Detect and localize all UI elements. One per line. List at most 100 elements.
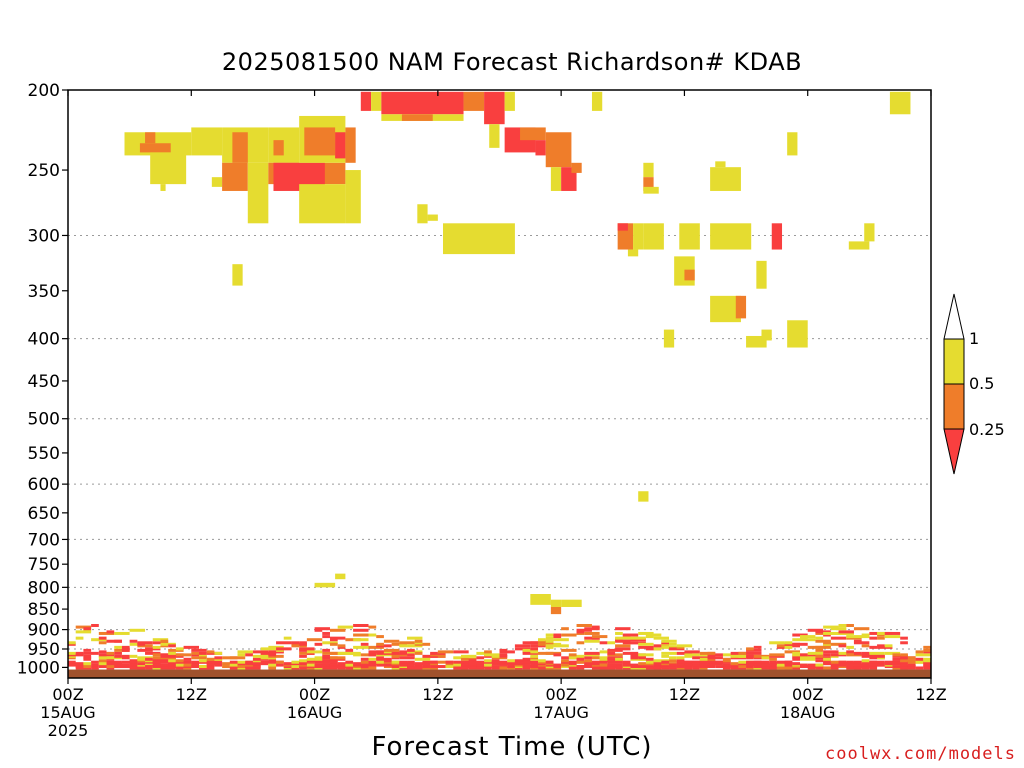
texture-streak [676,644,693,648]
texture-streak [276,663,284,667]
texture-streak [407,660,415,664]
texture-streak [276,641,292,645]
texture-streak [137,642,146,646]
texture-streak [638,631,654,635]
texture-streak [838,630,854,634]
texture-streak [784,645,793,649]
texture-streak [175,659,184,663]
texture-streak [869,651,885,655]
texture-streak [815,654,824,658]
cell-yellow [663,329,675,348]
texture-streak [676,656,685,660]
texture-streak [414,651,423,655]
texture-streak [237,650,253,654]
texture-streak [229,660,238,664]
texture-streak [538,638,546,642]
texture-streak [114,651,122,655]
texture-streak [823,633,831,637]
texture-streak [453,650,469,654]
texture-streak [121,647,130,651]
texture-streak [183,657,192,661]
y-tick-label: 700 [28,530,60,550]
texture-streak [499,666,508,670]
texture-streak [669,659,677,663]
texture-streak [753,645,762,649]
cell-red [535,140,546,156]
y-tick-label: 250 [28,161,60,181]
cell-yellow [530,594,551,605]
texture-streak [314,642,323,646]
texture-streak [545,641,554,645]
texture-streak [861,663,870,667]
texture-streak [129,654,138,658]
texture-streak [692,663,708,667]
texture-streak [183,660,192,664]
texture-streak [792,633,808,637]
texture-streak [576,660,585,664]
x-tick-label: 12Z [669,685,700,704]
texture-streak [846,665,854,669]
credit-link[interactable]: coolwx.com/models [825,744,1016,764]
x-tick-label: 15AUG [40,703,95,722]
texture-streak [638,642,654,646]
texture-streak [98,650,107,654]
plot-frame [67,89,932,679]
cell-orange [520,127,546,141]
texture-streak [645,633,662,637]
texture-streak [376,644,392,648]
texture-streak [776,644,793,648]
texture-streak [638,656,646,660]
y-tick-label: 750 [28,555,60,575]
texture-streak [877,636,885,640]
texture-streak [430,651,438,655]
texture-streak [815,663,824,667]
texture-streak [830,642,847,646]
texture-streak [884,635,901,639]
texture-streak [769,641,785,645]
texture-streak [129,628,146,632]
texture-streak [784,641,793,645]
texture-streak [915,653,931,657]
texture-streak [445,660,454,664]
texture-streak [329,636,346,640]
texture-streak [730,662,739,666]
texture-streak [807,628,824,632]
cell-orange [273,140,284,156]
texture-streak [846,636,862,640]
cell-yellow [710,223,752,250]
texture-streak [800,636,808,640]
texture-streak [869,660,885,664]
texture-streak [823,657,831,661]
cell-orange [643,177,654,191]
texture-streak [622,651,631,655]
x-tick-label: 12Z [176,685,207,704]
texture-streak [630,663,639,667]
texture-streak [98,653,115,657]
texture-streak [615,627,631,631]
texture-streak [830,636,847,640]
y-tick-label: 200 [28,81,60,101]
texture-streak [322,654,330,658]
texture-streak [198,651,207,655]
texture-streak [229,656,246,660]
texture-streak [160,639,169,643]
texture-streak [430,660,438,664]
texture-streak [838,644,847,648]
cell-yellow [417,204,428,224]
texture-streak [615,636,631,640]
y-tick-label: 900 [28,621,60,641]
texture-streak [368,633,377,637]
texture-streak [484,650,492,654]
legend-cap-top [943,293,965,340]
texture-streak [853,627,870,631]
texture-streak [599,641,608,645]
texture-streak [322,635,330,639]
texture-streak [345,648,354,652]
texture-streak [661,654,670,658]
texture-streak [98,641,107,645]
x-tick-label: 17AUG [533,703,588,722]
texture-streak [630,636,646,640]
texture-streak [676,645,685,649]
texture-streak [484,659,492,663]
